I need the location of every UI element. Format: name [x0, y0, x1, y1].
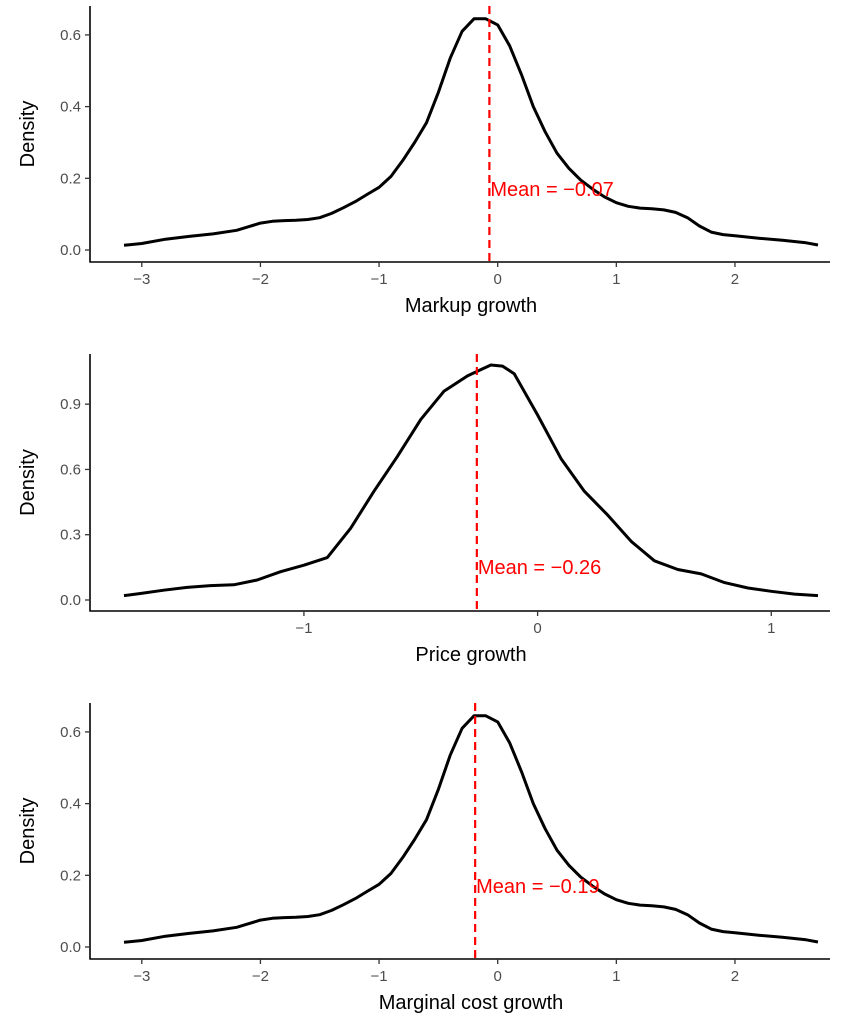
mean-label: Mean = −0.19 — [476, 876, 599, 898]
y-tick-label: 0.6 — [60, 27, 81, 44]
y-tick-label: 0.6 — [60, 724, 81, 741]
x-tick-label: −2 — [252, 271, 269, 288]
y-tick-label: 0.0 — [60, 939, 81, 956]
x-tick-label: −3 — [133, 968, 150, 985]
y-tick-label: 0.2 — [60, 867, 81, 884]
x-tick-label: 0 — [494, 271, 502, 288]
mean-label: Mean = −0.26 — [478, 557, 601, 579]
x-tick-label: −1 — [371, 271, 388, 288]
y-axis-title: Density — [17, 449, 39, 516]
density-panel-2: 0.0 0.3 0.6 0.9 −1 0 1 Price growth Density Mean … — [17, 354, 830, 666]
y-tick-label: 0.4 — [60, 99, 81, 116]
x-tick-label: 0 — [494, 968, 502, 985]
x-axis-title: Markup growth — [405, 295, 537, 317]
density-curve — [123, 17, 819, 247]
x-tick-label: 1 — [767, 620, 775, 637]
x-tick-label: 2 — [731, 271, 739, 288]
y-axis-title: Density — [17, 798, 39, 865]
density-panel-1: 0.0 0.2 0.4 0.6 −3 −2 −1 0 1 2 Markup growth Densit… — [17, 6, 830, 317]
x-tick-label: 1 — [612, 271, 620, 288]
x-tick-label: 0 — [533, 620, 541, 637]
x-axis-title: Marginal cost growth — [379, 992, 564, 1014]
y-tick-label: 0.3 — [60, 527, 81, 544]
density-curve — [123, 714, 819, 944]
mean-label: Mean = −0.07 — [490, 179, 613, 201]
x-tick-label: 2 — [731, 968, 739, 985]
x-tick-label: −1 — [371, 968, 388, 985]
y-tick-label: 0.4 — [60, 796, 81, 813]
y-tick-label: 0.6 — [60, 461, 81, 478]
x-tick-label: 1 — [612, 968, 620, 985]
x-tick-label: −1 — [295, 620, 312, 637]
y-tick-label: 0.0 — [60, 592, 81, 609]
x-tick-label: −3 — [133, 271, 150, 288]
y-axis-title: Density — [17, 101, 39, 168]
x-axis-title: Price growth — [415, 644, 526, 666]
y-tick-label: 0.0 — [60, 242, 81, 259]
x-tick-label: −2 — [252, 968, 269, 985]
density-curve — [123, 363, 819, 598]
y-tick-label: 0.2 — [60, 170, 81, 187]
density-panel-3: 0.0 0.2 0.4 0.6 −3 −2 −1 0 1 2 Marginal cost growt… — [17, 703, 830, 1014]
y-tick-label: 0.9 — [60, 396, 81, 413]
